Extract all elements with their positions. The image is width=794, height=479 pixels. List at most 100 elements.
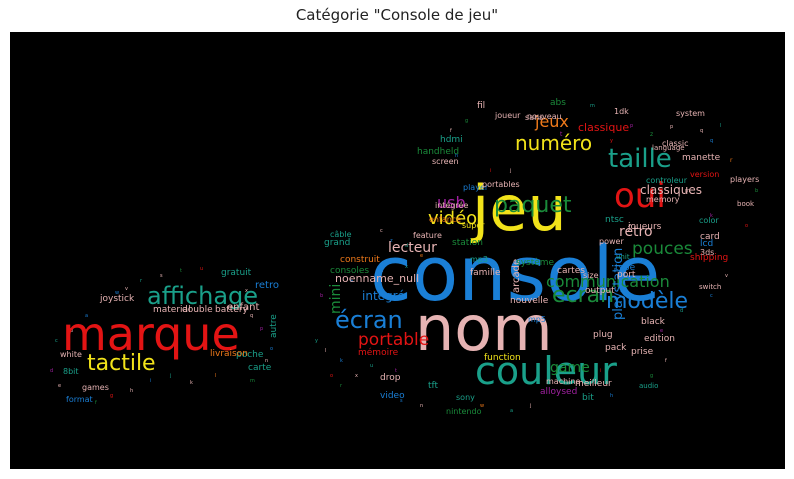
cloud-word: hdmi: [440, 135, 463, 145]
cloud-word: power: [599, 237, 624, 246]
cloud-word: retro: [255, 280, 279, 291]
cloud-filler: d: [405, 243, 408, 249]
cloud-filler: e: [58, 383, 61, 389]
cloud-word: console: [370, 229, 660, 318]
cloud-filler: s: [160, 273, 163, 279]
cloud-filler: m: [590, 103, 595, 109]
cloud-word: black: [641, 317, 666, 327]
cloud-word: memory: [646, 195, 680, 204]
cloud-filler: f: [450, 128, 452, 134]
cloud-word: book: [737, 200, 755, 208]
cloud-filler: a: [510, 408, 513, 414]
cloud-filler: b: [320, 293, 323, 299]
cloud-word: prise: [631, 347, 654, 357]
cloud-word: sans: [525, 113, 543, 122]
cloud-word: taille: [608, 144, 672, 174]
cloud-word: video: [380, 391, 405, 401]
cloud-filler: j: [169, 373, 171, 379]
cloud-word: noenname_null: [335, 272, 419, 285]
cloud-word: playstation: [611, 248, 626, 320]
cloud-word: type: [615, 263, 636, 273]
cloud-filler: s: [350, 277, 353, 284]
cloud-filler: y: [315, 338, 318, 344]
cloud-filler: l: [215, 373, 216, 379]
cloud-word: carte: [248, 363, 272, 373]
cloud-word: consoles: [330, 266, 369, 276]
cloud-word: joueurs: [627, 222, 662, 232]
cloud-filler: g: [465, 118, 468, 124]
cloud-word: enfance: [429, 215, 461, 224]
cloud-word: construit: [340, 255, 380, 265]
cloud-word: version: [690, 170, 719, 179]
cloud-filler: h: [610, 393, 613, 399]
cloud-word: gratuit: [221, 268, 252, 278]
cloud-word: meilleur: [575, 379, 612, 389]
cloud-word: screen: [432, 157, 459, 166]
cloud-filler: m: [250, 378, 255, 384]
cloud-word: lecteur: [388, 240, 437, 256]
cloud-filler: j: [529, 403, 531, 409]
cloud-word: marque: [62, 307, 240, 361]
cloud-word: portable: [358, 330, 429, 350]
cloud-filler: y: [610, 138, 613, 144]
cloud-word: vidéo: [428, 208, 477, 229]
cloud-filler: s: [400, 398, 403, 404]
cloud-filler: g: [110, 393, 113, 399]
cloud-word: feature: [413, 231, 442, 240]
cloud-filler: h: [455, 153, 458, 159]
cloud-filler: i: [600, 368, 601, 374]
cloud-word: joueur: [494, 111, 521, 120]
cloud-filler: c: [710, 293, 713, 299]
cloud-word: port: [617, 270, 636, 280]
cloud-word: tactile: [87, 351, 156, 376]
cloud-word: plug: [593, 330, 613, 340]
cloud-word: nintendo: [446, 407, 482, 416]
cloud-word: format: [66, 395, 93, 404]
cloud-filler: k: [340, 358, 343, 364]
cloud-word: controleur: [646, 176, 688, 185]
cloud-filler: o: [330, 373, 333, 379]
cloud-word: manette: [682, 153, 721, 163]
cloud-word: function: [484, 353, 521, 363]
cloud-filler: c: [380, 228, 383, 234]
cloud-filler: q: [700, 128, 703, 134]
cloud-word: poche: [236, 350, 264, 360]
cloud-word: station: [452, 238, 483, 248]
cloud-word: joystick: [99, 294, 135, 304]
cloud-filler: x: [245, 288, 248, 294]
cloud-filler: a: [85, 313, 88, 319]
cloud-word: mp5: [528, 315, 546, 324]
cloud-filler: z: [650, 131, 653, 138]
cloud-word: couleur: [475, 349, 617, 393]
cloud-word: mini: [328, 284, 344, 314]
cloud-filler: f: [95, 400, 97, 406]
cloud-word: rétro: [619, 224, 653, 240]
cloud-filler: k: [710, 213, 713, 219]
cloud-filler: b: [755, 188, 758, 194]
cloud-filler: n: [265, 358, 268, 364]
cloud-filler: i: [490, 168, 491, 174]
cloud-filler: u: [380, 268, 383, 274]
word-cloud-canvas: s u x t y z p q r l m k o b v c d e f g h i j a w n s t u x r o k l y b c z d e…: [10, 32, 785, 469]
cloud-word: machine: [546, 377, 580, 386]
cloud-word: 8bit: [63, 367, 79, 376]
cloud-filler: r: [730, 157, 733, 164]
cloud-filler: g: [650, 373, 653, 379]
cloud-word: unit: [616, 253, 630, 261]
cloud-filler: r: [340, 383, 343, 389]
cloud-filler: d: [50, 368, 53, 374]
cloud-filler: q: [250, 313, 253, 319]
word-cloud: s u x t y z p q r l m k o b v c d e f g h i j a w n s t u x r o k l y b c z d e…: [50, 98, 759, 416]
cloud-word: pouces: [632, 239, 693, 259]
cloud-word: tft: [428, 381, 439, 391]
cloud-word: pack: [605, 343, 627, 353]
cloud-word: audio: [639, 382, 658, 390]
cloud-word: modèle: [606, 289, 688, 314]
cloud-word: nouvelle: [510, 296, 549, 306]
cloud-word: jeu: [470, 172, 567, 245]
cloud-word: lcd: [700, 239, 713, 249]
cloud-filler: o: [270, 346, 273, 352]
cloud-word: color: [699, 216, 719, 225]
cloud-word: size: [583, 271, 599, 280]
cloud-word: enfant: [227, 302, 259, 313]
